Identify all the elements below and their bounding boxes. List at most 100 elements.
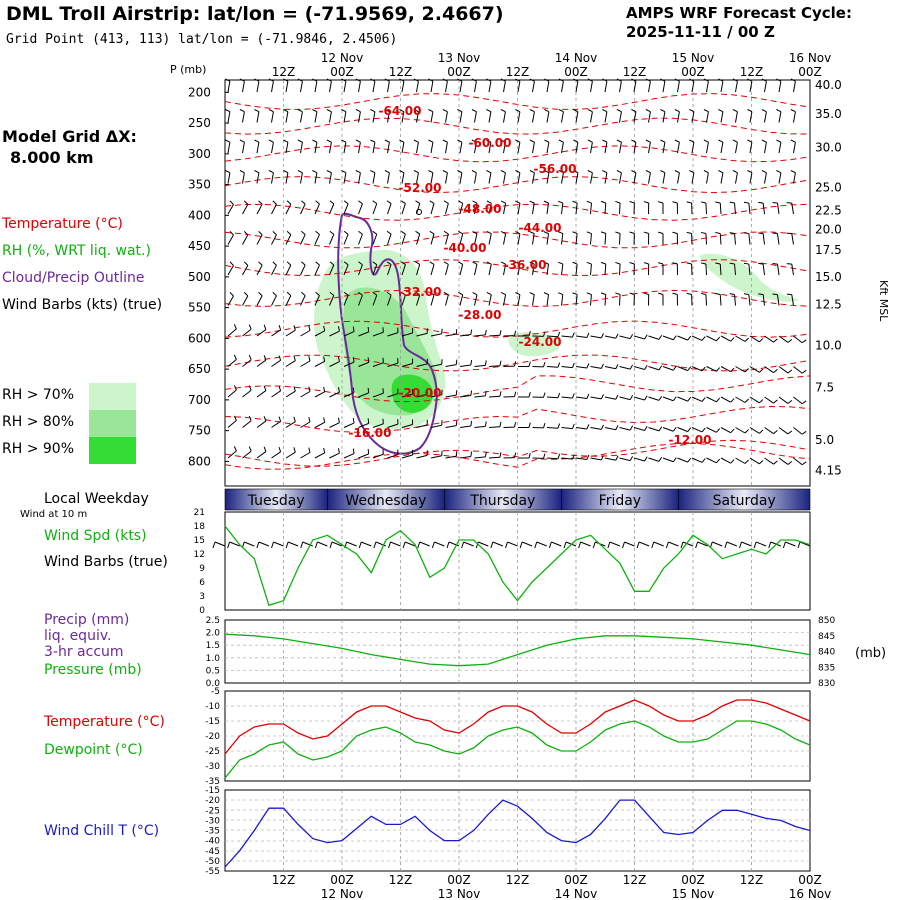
barb-staff — [517, 294, 521, 306]
barb-staff — [372, 294, 378, 306]
barb-flag — [484, 329, 487, 335]
barb-10m-staff — [331, 541, 343, 547]
barb — [749, 457, 764, 465]
barb-10m-flag — [739, 541, 742, 549]
barb — [488, 391, 502, 398]
barb-staff — [762, 233, 765, 245]
barb-flag — [629, 425, 634, 431]
barb — [735, 427, 749, 434]
barb-10m-staff — [361, 541, 372, 547]
bottom-hour-8: 12Z — [740, 873, 764, 887]
barb-staff — [619, 202, 621, 215]
barb-flag — [715, 262, 721, 265]
barb — [285, 200, 292, 215]
barb-flag — [343, 261, 349, 266]
barb — [561, 332, 575, 338]
barb — [732, 78, 738, 93]
barb-flag — [443, 261, 449, 265]
barb — [358, 326, 370, 337]
barb-10m-flag — [519, 541, 523, 549]
barb-flag — [787, 338, 793, 343]
barb-flag — [658, 292, 664, 295]
barb-flag — [268, 109, 274, 113]
barb — [329, 326, 340, 337]
barb-staff — [387, 142, 390, 154]
barb-10m-flag — [358, 541, 362, 549]
barb — [227, 292, 234, 306]
barb-staff — [561, 111, 564, 123]
barb-flag — [370, 170, 376, 174]
barb-flag — [658, 426, 663, 432]
barb-staff — [445, 364, 457, 367]
barb — [518, 331, 531, 337]
top-hour-7: 00Z — [681, 65, 705, 79]
barb-10m — [461, 541, 474, 549]
barb-staff — [416, 454, 428, 459]
barb-10m-flag — [782, 541, 786, 549]
barb-flag — [701, 427, 706, 433]
barb-staff — [764, 427, 774, 435]
barb-flag — [515, 109, 521, 113]
barb — [271, 230, 277, 245]
barb — [242, 446, 252, 459]
barb-staff — [300, 234, 306, 245]
barb — [370, 78, 376, 93]
barb — [442, 109, 448, 123]
barb — [300, 200, 306, 215]
barb-staff — [329, 81, 332, 93]
barb-flag — [686, 292, 692, 295]
barb — [648, 365, 663, 371]
barb-staff — [575, 335, 587, 339]
barb-flag — [631, 170, 637, 174]
barb — [718, 109, 724, 123]
barb-flag — [358, 230, 363, 235]
barb-flag — [743, 201, 749, 204]
barb-staff — [575, 366, 587, 369]
barb-flag — [644, 426, 648, 431]
barb — [297, 170, 303, 184]
barb-flag — [367, 448, 370, 454]
pressure-tick-350: 350 — [188, 178, 211, 192]
barb — [604, 394, 619, 400]
barb-flag — [499, 421, 502, 427]
bottom-hour-1: 00Z — [330, 873, 354, 887]
barb-staff — [358, 81, 361, 93]
barb — [314, 291, 320, 306]
barb — [457, 170, 463, 184]
barb — [561, 362, 575, 369]
barb-10m — [212, 541, 226, 549]
barb-staff — [691, 142, 695, 154]
barb-staff — [648, 457, 660, 462]
barb-flag — [243, 231, 249, 236]
barb-flag — [615, 231, 621, 234]
barb-flag — [571, 362, 575, 368]
barb-staff — [372, 362, 384, 367]
barb-staff — [546, 233, 550, 245]
barb-staff — [329, 264, 335, 276]
barb — [329, 387, 340, 398]
barb — [430, 328, 443, 337]
barb — [643, 292, 650, 306]
barb-staff — [720, 111, 724, 123]
barb-10m — [534, 541, 547, 549]
barb-staff — [329, 203, 335, 215]
barb-flag — [272, 230, 277, 236]
barb-10m — [753, 541, 767, 549]
barb — [457, 109, 463, 123]
barb-10m-staff — [741, 541, 752, 547]
barb-flag — [529, 231, 535, 235]
barb-flag — [500, 78, 506, 82]
barb-flag — [790, 139, 796, 143]
barb-staff — [590, 457, 602, 461]
barb — [256, 200, 263, 215]
ytick-pres-yaxis-4: 850 — [818, 616, 835, 626]
barb-flag — [239, 109, 245, 113]
barb — [285, 325, 296, 337]
barb-10m-staff — [536, 541, 547, 547]
temp-contour--32 — [224, 320, 811, 338]
barb — [256, 446, 267, 459]
barb-staff — [416, 424, 428, 428]
temp-dewpoint-lines — [224, 699, 811, 779]
barb-flag — [500, 139, 506, 143]
barb-flag — [372, 261, 378, 266]
